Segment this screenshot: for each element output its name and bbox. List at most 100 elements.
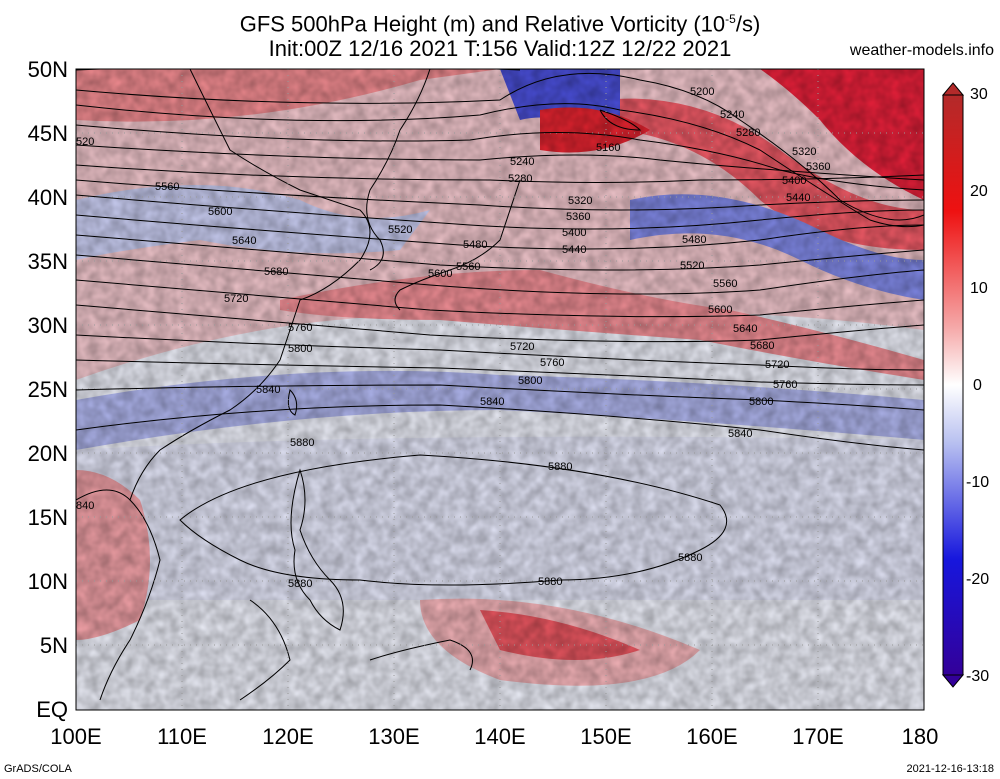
lat-label: 15N [28,505,68,530]
contour-label: 5840 [256,384,280,396]
colorbar-label: 20 [970,183,988,200]
contour-label: 5320 [792,146,816,158]
contour-line [76,103,924,228]
contour-label: 5880 [548,461,572,473]
contour-label: 5800 [518,375,542,387]
contour-label: 5240 [720,109,744,121]
contour-label: 5560 [456,261,480,273]
contour-label: 5280 [736,127,760,139]
height-contours [76,69,924,586]
lon-label: 180 [902,724,939,749]
contour-label: 5560 [155,181,179,193]
contour-label: 5280 [508,173,532,185]
contour-label: 5320 [568,195,592,207]
lat-label: 5N [40,633,68,658]
contour-label: 5640 [733,323,757,335]
contour-label: 5640 [232,235,256,247]
lat-label: 20N [28,441,68,466]
contour-label: 5800 [749,396,773,408]
colorbar: 30 20 10 0 -10 -20 -30 [941,82,989,688]
contour-label: 5360 [566,211,590,223]
lon-label: 170E [792,724,843,749]
contour-label: 5880 [538,576,562,588]
colorbar-label: -20 [966,571,989,588]
contour-label: 5600 [428,268,452,280]
contour-label: 5440 [786,192,810,204]
contour-line [76,179,924,211]
contour-label: 5680 [264,266,288,278]
contour-line [76,124,924,191]
contour-line [76,254,924,295]
contour-label: 5480 [682,234,706,246]
lat-label: 30N [28,313,68,338]
lat-axis: 50N 45N 40N 35N 30N 25N 20N 15N 10N 5N E… [28,57,68,722]
contour-label: 5880 [678,552,702,564]
graticule [76,69,924,710]
contour-line [76,164,924,183]
contour-line [76,304,924,343]
lon-label: 120E [262,724,313,749]
lat-label: 40N [28,185,68,210]
contour-line [76,404,924,451]
contour-line [76,384,924,411]
contour-labels: 5200 5240 5280 5160 5320 5360 5400 5440 … [76,86,830,590]
contour-label: 5760 [773,379,797,391]
chart-title-line2: Init:00Z 12/16 2021 T:156 Valid:12Z 12/2… [268,36,732,61]
contour-label: 5800 [288,343,312,355]
contour-label: 5240 [510,156,534,168]
colorbar-label: 10 [970,280,988,297]
contour-label: 5480 [463,239,487,251]
contour-label: 5840 [728,428,752,440]
site-credit[interactable]: weather-models.info [849,42,994,59]
lat-label: 45N [28,121,68,146]
contour-line [76,234,924,271]
contour-label: 5880 [290,437,314,449]
lat-label: 10N [28,569,68,594]
footer-credit: GrADS/COLA [4,763,72,775]
contour-line [76,194,924,230]
contour-label: 5400 [782,175,806,187]
lon-label: 110E [157,724,207,749]
contour-label: 5200 [690,86,714,98]
contour-line [76,279,924,318]
contour-label: 5560 [713,278,737,290]
map-frame [75,68,925,711]
contour-label: 5520 [388,224,412,236]
lat-label: EQ [36,697,68,722]
contour-label: 520 [76,136,94,148]
chart-title-line1: GFS 500hPa Height (m) and Relative Vorti… [239,11,761,37]
contour-label: 5880 [288,578,312,590]
contour-label: 5760 [540,357,564,369]
lon-axis: 100E 110E 120E 130E 140E 150E 160E 170E … [50,724,938,749]
contour-label: 5720 [224,293,248,305]
contour-label: 5360 [806,161,830,173]
colorbar-label: -30 [966,668,989,685]
lat-label: 35N [28,249,68,274]
lon-label: 100E [50,724,101,749]
contour-line [76,359,924,386]
footer-timestamp: 2021-12-16-13:18 [906,763,994,775]
colorbar-label: -10 [966,474,989,491]
contour-label: 5840 [480,396,504,408]
lon-label: 130E [368,724,419,749]
contour-label: 5760 [288,322,312,334]
contour-label: 5720 [765,359,789,371]
contour-line [76,214,924,250]
contour-label: 5600 [708,304,732,316]
contour-label: 5720 [510,341,534,353]
contour-line [76,144,924,181]
lon-label: 160E [686,724,737,749]
contour-line [179,454,728,586]
contour-label: 5400 [562,227,586,239]
colorbar-label: 0 [973,377,982,394]
lon-label: 140E [474,724,525,749]
lat-label: 25N [28,377,68,402]
contour-line [76,489,131,501]
colorbar-label: 30 [970,86,988,103]
lon-label: 150E [580,724,631,749]
contour-label: 5440 [562,244,586,256]
contour-label: 5600 [208,206,232,218]
contour-label: 840 [76,500,94,512]
coastlines [99,69,642,701]
